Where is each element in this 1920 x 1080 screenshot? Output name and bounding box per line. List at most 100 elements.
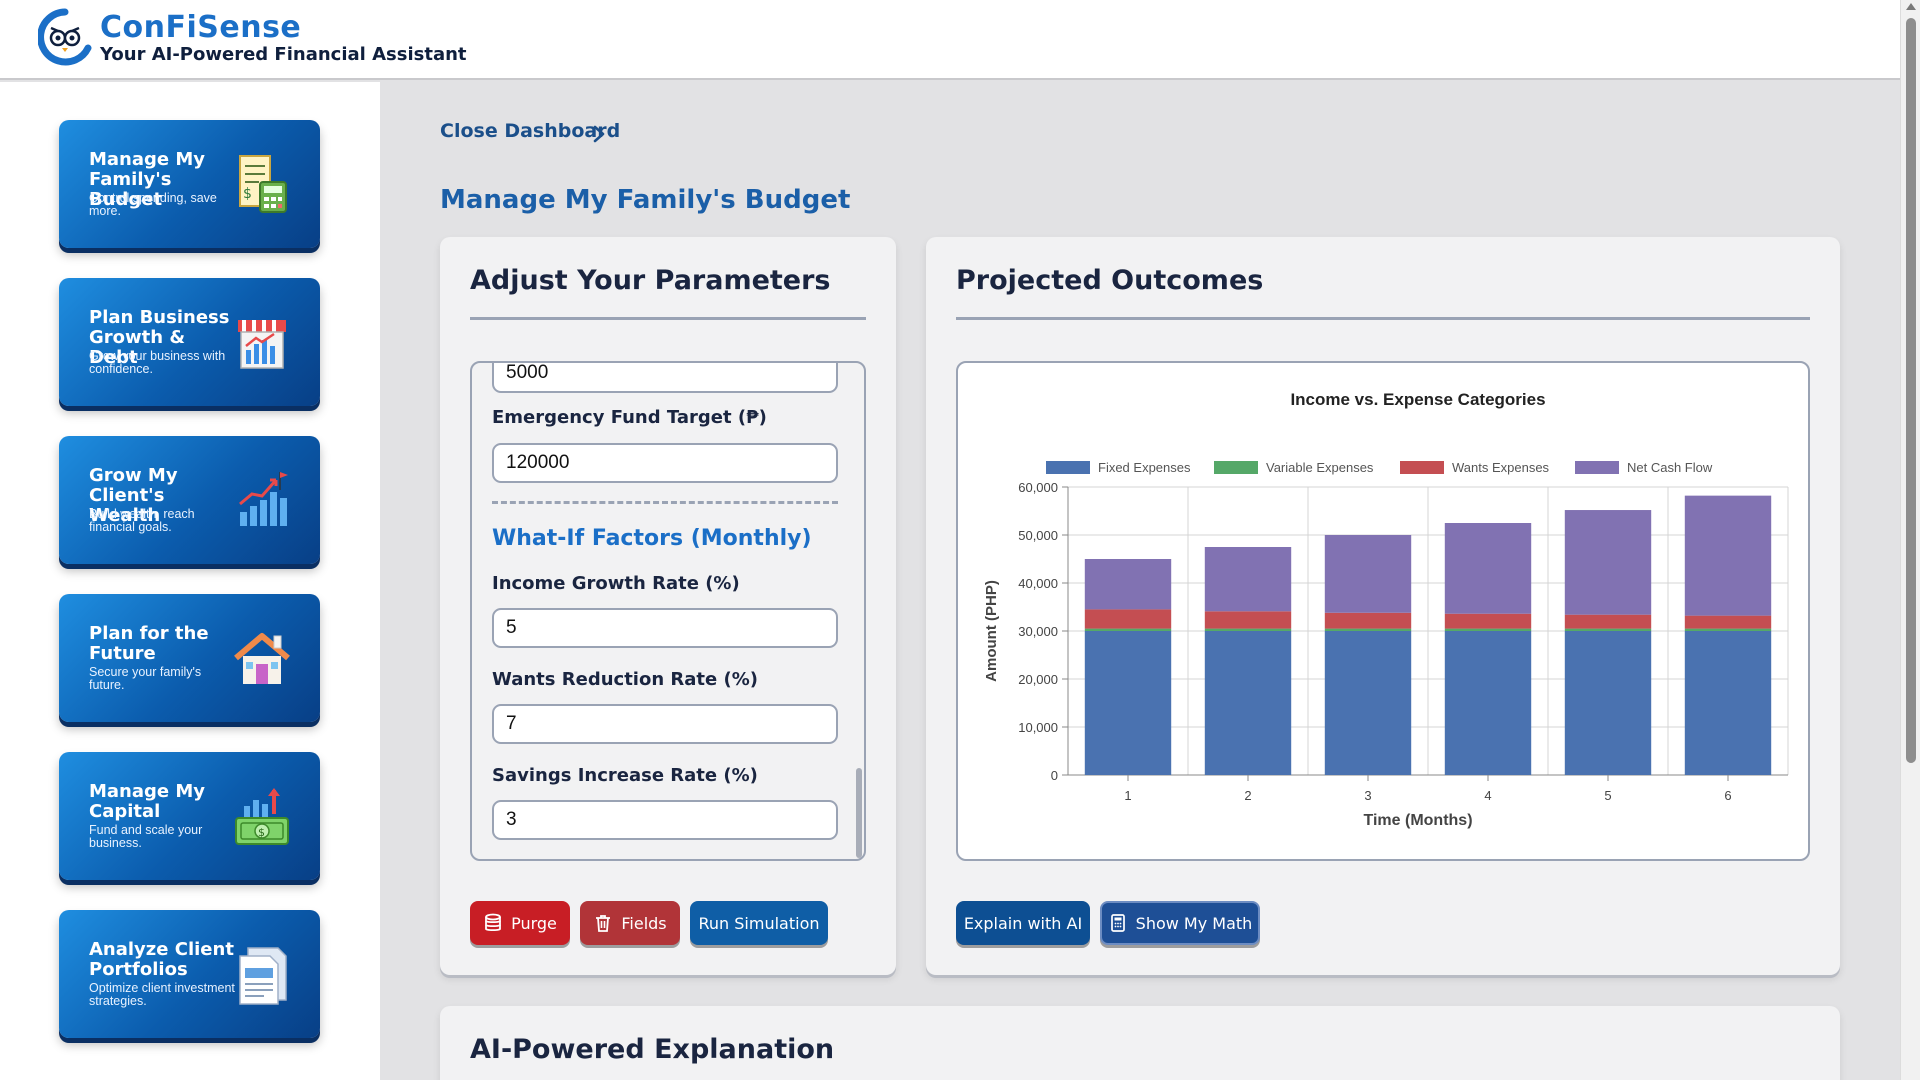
bar-segment bbox=[1684, 495, 1772, 616]
sidebar-item-title: Plan Business Growth & Debt bbox=[89, 307, 230, 368]
clear-fields-button[interactable]: Fields bbox=[580, 901, 680, 945]
emergency-fund-label: Emergency Fund Target (₱) bbox=[492, 407, 767, 428]
outcomes-panel: Projected Outcomes Income vs. Expense Ca… bbox=[926, 237, 1840, 975]
y-tick-label: 20,000 bbox=[1018, 672, 1058, 687]
bar-segment bbox=[1204, 631, 1292, 775]
legend-label: Fixed Expenses bbox=[1098, 460, 1191, 475]
page-scrollbar[interactable] bbox=[1900, 0, 1920, 1080]
x-tick-label: 5 bbox=[1604, 788, 1611, 803]
legend-swatch bbox=[1214, 461, 1258, 474]
sidebar-item-title: Manage My Capital bbox=[89, 781, 206, 822]
cash-growth-icon: $ bbox=[235, 788, 289, 845]
page-title: Manage My Family's Budget bbox=[440, 185, 851, 215]
storefront-chart-icon bbox=[238, 320, 286, 369]
income-growth-label: Income Growth Rate (%) bbox=[492, 573, 740, 594]
chart-title: Income vs. Expense Categories bbox=[1290, 390, 1545, 409]
bar-segment bbox=[1324, 612, 1412, 629]
bar-segment bbox=[1564, 510, 1652, 615]
close-dashboard-link[interactable]: Close Dashboard bbox=[440, 120, 621, 142]
y-tick-label: 10,000 bbox=[1018, 720, 1058, 735]
sidebar-item-title: Manage My Family's Budget bbox=[89, 149, 206, 210]
parameters-divider bbox=[470, 317, 866, 320]
savings-increase-input[interactable] bbox=[492, 800, 838, 840]
y-axis-label: Amount (PHP) bbox=[983, 580, 1000, 682]
legend-label: Variable Expenses bbox=[1266, 460, 1374, 475]
bar-segment bbox=[1564, 631, 1652, 775]
bar-segment bbox=[1564, 614, 1652, 629]
sidebar-item-desc: Optimize client investment strategies. bbox=[89, 981, 235, 1008]
sidebar-item-title: Analyze Client Portfolios bbox=[89, 939, 234, 980]
emergency-fund-input[interactable] bbox=[492, 443, 838, 483]
bar-segment bbox=[1084, 559, 1172, 610]
scroll-up-arrow-icon[interactable] bbox=[1906, 3, 1916, 10]
sidebar-item-portfolios[interactable]: Analyze Client Portfolios Optimize clien… bbox=[59, 910, 320, 1038]
sidebar-item-family-budget[interactable]: Manage My Family's Budget Control spendi… bbox=[59, 120, 320, 248]
sidebar-item-client-wealth[interactable]: Grow My Client's Wealth Build wealth, re… bbox=[59, 436, 320, 564]
sidebar-item-desc: Secure your family's future. bbox=[89, 665, 202, 692]
sidebar-item-business-growth[interactable]: Plan Business Growth & Debt Grow your bu… bbox=[59, 278, 320, 406]
legend-swatch bbox=[1400, 461, 1444, 474]
legend-label: Net Cash Flow bbox=[1627, 460, 1713, 475]
parameters-heading: Adjust Your Parameters bbox=[470, 265, 831, 296]
sidebar-item-title: Grow My Client's Wealth bbox=[89, 465, 178, 526]
show-my-math-button[interactable]: Show My Math bbox=[1100, 901, 1260, 945]
bar-segment bbox=[1204, 547, 1292, 612]
calculator-icon bbox=[1110, 914, 1125, 932]
y-tick-label: 40,000 bbox=[1018, 576, 1058, 591]
savings-increase-label: Savings Increase Rate (%) bbox=[492, 765, 758, 786]
stacked-bar-chart: Income vs. Expense Categories Fixed Expen… bbox=[983, 390, 1789, 829]
income-growth-input[interactable] bbox=[492, 608, 838, 648]
svg-text:$: $ bbox=[243, 186, 252, 202]
wants-reduction-input[interactable] bbox=[492, 704, 838, 744]
x-tick-label: 4 bbox=[1484, 788, 1491, 803]
brand-name: ConFiSense bbox=[100, 10, 302, 45]
bar-segment bbox=[1684, 615, 1772, 629]
outcomes-divider bbox=[956, 317, 1810, 320]
x-axis-label: Time (Months) bbox=[1363, 812, 1472, 829]
bar-segment bbox=[1684, 631, 1772, 775]
bar-segment bbox=[1324, 631, 1412, 775]
legend-label: Wants Expenses bbox=[1452, 460, 1550, 475]
bar-segment bbox=[1204, 628, 1292, 631]
top-bar: ConFiSense Your AI-Powered Financial Ass… bbox=[0, 0, 1900, 80]
purge-label: Purge bbox=[511, 913, 557, 933]
y-tick-label: 60,000 bbox=[1018, 480, 1058, 495]
y-tick-label: 0 bbox=[1051, 768, 1058, 783]
legend-swatch bbox=[1046, 461, 1090, 474]
run-simulation-button[interactable]: Run Simulation bbox=[690, 901, 828, 945]
what-if-heading: What-If Factors (Monthly) bbox=[492, 526, 812, 551]
scrollbar-thumb[interactable] bbox=[1906, 18, 1916, 763]
section-separator bbox=[492, 501, 838, 504]
bar-segment bbox=[1084, 628, 1172, 631]
purge-button[interactable]: Purge bbox=[470, 901, 570, 945]
bar-segment bbox=[1084, 631, 1172, 775]
bar-segment bbox=[1084, 609, 1172, 629]
x-tick-label: 3 bbox=[1364, 788, 1371, 803]
sidebar-item-capital[interactable]: Manage My Capital Fund and scale your bu… bbox=[59, 752, 320, 880]
explain-with-ai-button[interactable]: Explain with AI bbox=[956, 901, 1090, 945]
bar-segment bbox=[1684, 628, 1772, 631]
sidebar-item-title: Plan for the Future bbox=[89, 623, 209, 664]
database-icon bbox=[485, 913, 501, 932]
bar-segment bbox=[1324, 628, 1412, 631]
x-tick-label: 6 bbox=[1724, 788, 1731, 803]
fields-label: Fields bbox=[621, 913, 667, 933]
sidebar-item-desc: Control spending, save more. bbox=[89, 191, 217, 218]
y-tick-label: 50,000 bbox=[1018, 528, 1058, 543]
ai-explanation-heading: AI-Powered Explanation bbox=[470, 1034, 835, 1065]
legend-swatch bbox=[1575, 461, 1619, 474]
explain-label: Explain with AI bbox=[963, 913, 1083, 933]
x-tick-label: 2 bbox=[1244, 788, 1251, 803]
parameters-scroll-area[interactable]: Emergency Fund Target (₱) What-If Factor… bbox=[470, 361, 866, 861]
chevron-right-icon[interactable] bbox=[590, 124, 608, 144]
bar-segment bbox=[1444, 613, 1532, 629]
partial-value-input[interactable] bbox=[492, 363, 838, 393]
growth-bars-flag-icon bbox=[239, 472, 288, 526]
ai-explanation-panel: AI-Powered Explanation bbox=[440, 1006, 1840, 1080]
run-simulation-label: Run Simulation bbox=[698, 913, 820, 933]
parameters-scroll-thumb[interactable] bbox=[856, 768, 862, 858]
sidebar-item-desc: Fund and scale your business. bbox=[89, 823, 203, 850]
sidebar-item-desc: Build wealth, reach financial goals. bbox=[89, 507, 195, 534]
show-math-label: Show My Math bbox=[1135, 913, 1253, 933]
sidebar-item-future[interactable]: Plan for the Future Secure your family's… bbox=[59, 594, 320, 722]
